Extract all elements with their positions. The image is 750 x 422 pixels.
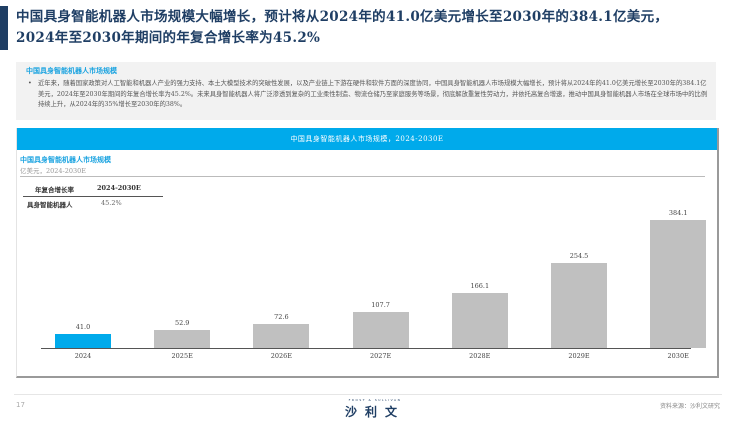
chart-unit: 亿美元，2024-2030E <box>20 167 87 175</box>
x-axis-tick-label: 2028E <box>469 352 491 360</box>
cagr-table-divider <box>23 196 163 197</box>
bar-2025E <box>154 330 211 348</box>
page-title-line2: 2024年至2030年期间的年复合增长率为45.2% <box>16 30 321 46</box>
x-axis-tick-label: 2027E <box>369 352 392 360</box>
chart-divider <box>20 176 705 177</box>
bar-value-label: 107.7 <box>371 301 390 310</box>
bar-2026E <box>253 323 310 348</box>
bar-value-label: 254.5 <box>569 252 589 261</box>
summary-text: 近年来，随着国家政策对人工智能和机器人产业的强力支持、本土大模型技术的突破性发展… <box>38 80 708 108</box>
cagr-table: 年复合增长率 2024-2030E 具身智能机器人 45.2% <box>23 182 163 211</box>
bar-2028E <box>451 292 508 348</box>
cagr-table-header: 年复合增长率 2024-2030E <box>23 182 163 196</box>
x-axis-tick-label: 2024 <box>74 352 92 360</box>
summary-box: 中国具身智能机器人市场规模 • 近年来，随着国家政策对人工智能和机器人产业的强力… <box>16 62 716 120</box>
chart-subtitle: 中国具身智能机器人市场规模 <box>20 155 111 164</box>
logo-tagline: FROST & SULLIVAN <box>348 398 402 402</box>
cagr-header-label: 年复合增长率 <box>35 186 74 194</box>
bullet-icon: • <box>28 80 32 87</box>
bar-value-label: 41.0 <box>75 323 91 332</box>
source-note: 资料来源：沙利文研究 <box>659 403 720 410</box>
x-axis-line <box>41 348 691 349</box>
cagr-row-label: 具身智能机器人 <box>27 201 73 209</box>
bar-2027E <box>352 312 409 348</box>
bar-2029E <box>551 263 607 348</box>
x-axis-tick-label: 2030E <box>667 352 689 360</box>
page-title-line1: 中国具身智能机器人市场规模大幅增长，预计将从2024年的41.0亿美元增长至20… <box>16 9 669 25</box>
summary-heading: 中国具身智能机器人市场规模 <box>26 66 117 75</box>
cagr-header-period: 2024-2030E <box>97 184 141 192</box>
x-axis-tick-label: 2029E <box>568 352 590 360</box>
page-title: 中国具身智能机器人市场规模大幅增长，预计将从2024年的41.0亿美元增长至20… <box>16 7 736 49</box>
cagr-table-row: 具身智能机器人 45.2% <box>23 197 163 211</box>
chart-panel: 中国具身智能机器人市场规模，2024-2030E 中国具身智能机器人市场规模 亿… <box>16 128 719 378</box>
chart-header: 中国具身智能机器人市场规模，2024-2030E <box>17 128 717 150</box>
bar-chart-plot: 41.0 2024 52.9 2025E 72.6 2026E 107.7 2027E 166.… <box>25 198 707 360</box>
footer-divider <box>14 394 722 395</box>
summary-text-block: • 近年来，随着国家政策对人工智能和机器人产业的强力支持、本土大模型技术的突破性… <box>28 79 708 111</box>
bar-value-label: 72.6 <box>274 312 289 321</box>
bar-value-label: 52.9 <box>174 319 190 328</box>
x-axis-tick-label: 2025E <box>171 352 193 360</box>
cagr-row-value: 45.2% <box>101 199 122 207</box>
title-accent-bar <box>0 6 8 50</box>
logo: 沙利文 <box>344 405 405 419</box>
bar-value-label: 166.1 <box>470 281 490 290</box>
bar-2030E <box>650 220 707 348</box>
bar-value-label: 384.1 <box>668 209 688 217</box>
page-number: 17 <box>16 401 25 409</box>
x-axis-tick-label: 2026E <box>270 352 293 360</box>
bar-2024 <box>55 334 111 348</box>
